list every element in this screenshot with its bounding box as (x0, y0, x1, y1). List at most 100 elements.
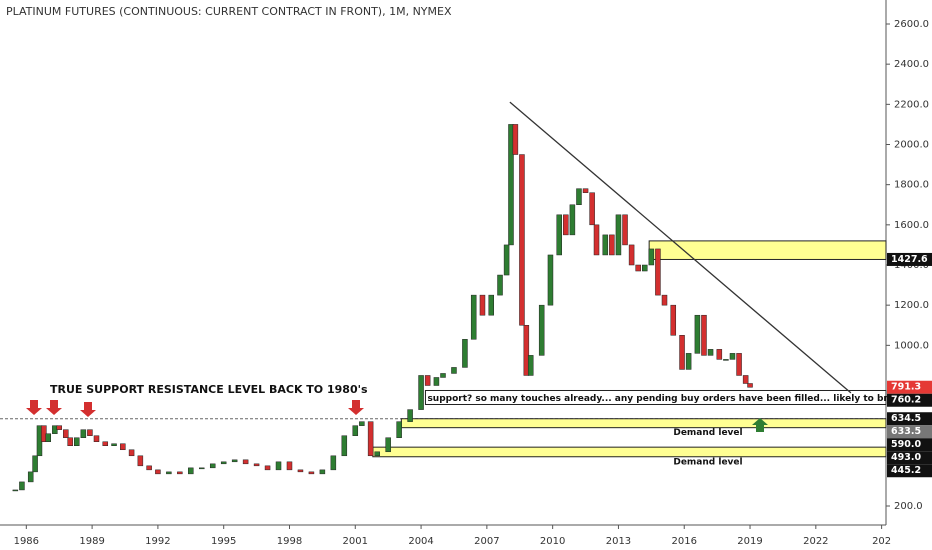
candle (93, 435, 100, 442)
price-label-bg (887, 438, 932, 452)
candle (199, 467, 205, 470)
zone (372, 446, 887, 458)
candle (648, 248, 655, 266)
candle (742, 375, 749, 384)
candle (582, 188, 589, 193)
candle (128, 449, 135, 457)
candle (707, 349, 714, 356)
candle (716, 349, 723, 360)
candle (569, 204, 576, 236)
candle (497, 274, 503, 296)
candle (547, 254, 554, 306)
candle (308, 471, 315, 475)
x-tick-label: 1986 (14, 536, 39, 547)
candle (319, 469, 326, 475)
candle (440, 373, 446, 378)
y-tick-label: 2400.0 (894, 59, 929, 70)
candle (424, 375, 431, 386)
zone (648, 240, 887, 260)
candle (102, 441, 109, 447)
candle (736, 353, 742, 376)
candle (503, 244, 510, 276)
candle (231, 459, 238, 463)
candle (527, 355, 534, 376)
candle (635, 264, 641, 272)
candle (593, 224, 600, 256)
y-tick-label: 200.0 (894, 501, 923, 512)
zone-label: Demand level (673, 428, 742, 438)
candle (188, 467, 194, 475)
candle (87, 429, 93, 436)
arrow (26, 400, 42, 415)
candle (661, 294, 668, 306)
candle (385, 437, 391, 453)
candle (166, 471, 172, 475)
x-tick-label: 2010 (540, 536, 565, 547)
price-label-bg (887, 393, 932, 407)
arrow (46, 400, 62, 415)
x-tick-label: 2004 (408, 536, 433, 547)
candle (367, 421, 374, 457)
x-tick-label: 202 (872, 536, 891, 547)
x-tick-label: 1998 (277, 536, 302, 547)
candle (556, 214, 562, 256)
candle (146, 465, 152, 471)
candle (56, 425, 62, 430)
candle (519, 154, 525, 326)
candle (723, 359, 729, 361)
candle (111, 443, 117, 447)
candle (155, 469, 161, 475)
candle (120, 443, 126, 451)
chart-title: PLATINUM FUTURES (CONTINUOUS: CURRENT CO… (6, 5, 452, 18)
plot: Demand level Demand level support? so many… (0, 101, 905, 492)
candle (615, 214, 622, 256)
annotation-box (424, 389, 887, 405)
candle (137, 455, 144, 467)
price-label: 590.0 (891, 439, 921, 450)
x-tick-label: 2019 (737, 536, 762, 547)
price-label-bg (887, 412, 932, 426)
candle (670, 304, 677, 336)
candle (242, 459, 249, 465)
candle (609, 234, 615, 256)
x-tick-label: 2001 (343, 536, 368, 547)
price-label: 791.3 (891, 382, 921, 393)
arrow (348, 400, 364, 415)
candle (523, 325, 530, 376)
price-label-bg (887, 252, 932, 266)
candle (177, 471, 183, 475)
candle (462, 339, 468, 368)
price-label: 760.2 (891, 395, 921, 406)
candle (679, 335, 685, 370)
candle (655, 248, 661, 296)
candle (341, 435, 348, 457)
candle (488, 294, 494, 316)
price-label: 493.0 (891, 452, 921, 463)
candle (508, 124, 514, 246)
candle (275, 461, 282, 471)
candle (512, 124, 519, 155)
price-label: 1427.6 (891, 254, 928, 265)
candle (374, 451, 380, 457)
candle (209, 463, 216, 469)
candle (451, 367, 457, 374)
zone (400, 418, 887, 429)
price-label: 633.5 (891, 426, 921, 437)
y-tick-label: 1200.0 (894, 300, 929, 311)
candle (330, 455, 337, 471)
x-tick-label: 2022 (803, 536, 828, 547)
annotation: TRUE SUPPORT RESISTANCE LEVEL BACK TO 19… (50, 383, 368, 396)
candle (407, 409, 413, 422)
candle (602, 234, 609, 256)
x-tick-label: 1995 (211, 536, 236, 547)
price-label-bg (887, 425, 932, 439)
x-tick-label: 2016 (672, 536, 697, 547)
up-arrow (752, 418, 768, 432)
candle (396, 421, 402, 438)
candle (701, 314, 707, 356)
candle (63, 429, 69, 438)
candle (27, 471, 34, 483)
y-tick-label: 2600.0 (894, 19, 929, 30)
